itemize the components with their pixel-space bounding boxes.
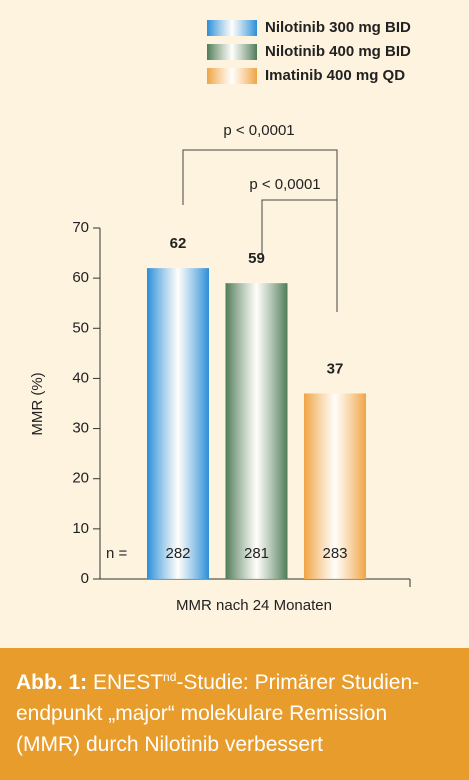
legend-swatch <box>207 68 257 84</box>
bracket <box>261 199 337 255</box>
annotation: p < 0,0001 <box>223 122 294 139</box>
value-label: 37 <box>327 360 344 377</box>
caption-text: (MMR) durch Nilotinib verbessert <box>16 733 323 756</box>
chart: MMR (%) MMR nach 24 Monaten n = p < 0,00… <box>29 19 411 614</box>
caption: Abb. 1: ENESTnd-Studie: Primärer Studien… <box>0 648 469 780</box>
y-tick-label: 10 <box>72 520 89 537</box>
bracket <box>182 149 338 312</box>
y-tick-label: 60 <box>72 269 89 286</box>
caption-text: -Studie: Primärer Studien- <box>176 671 420 694</box>
caption-text: ENEST <box>93 671 164 694</box>
bar <box>225 283 288 579</box>
y-tick-label: 0 <box>81 570 89 587</box>
y-tick-label: 50 <box>72 319 89 336</box>
y-tick-label: 40 <box>72 369 89 386</box>
legend-label: Nilotinib 400 mg BID <box>265 43 411 60</box>
value-label: 59 <box>248 250 265 267</box>
legend-swatch <box>207 20 257 36</box>
caption-superscript: nd <box>163 670 177 684</box>
y-tick-label: 30 <box>72 420 89 437</box>
bar <box>147 268 209 579</box>
bar <box>304 393 366 579</box>
n-value: 283 <box>322 545 347 562</box>
n-label: n = <box>106 545 128 562</box>
y-tick-label: 70 <box>72 219 89 236</box>
x-tick-label: MMR nach 24 Monaten <box>176 597 332 614</box>
legend-label: Imatinib 400 mg QD <box>265 67 405 84</box>
annotation: p < 0,0001 <box>249 176 320 193</box>
caption-label: Abb. 1: <box>16 671 88 694</box>
y-tick-label: 20 <box>72 470 89 487</box>
caption-text: endpunkt „major“ molekulare Remission <box>16 702 388 725</box>
n-value: 282 <box>165 545 190 562</box>
value-label: 62 <box>170 235 187 252</box>
y-axis-label: MMR (%) <box>29 372 46 435</box>
legend-swatch <box>207 44 257 60</box>
n-value: 281 <box>244 545 269 562</box>
legend-label: Nilotinib 300 mg BID <box>265 19 411 36</box>
